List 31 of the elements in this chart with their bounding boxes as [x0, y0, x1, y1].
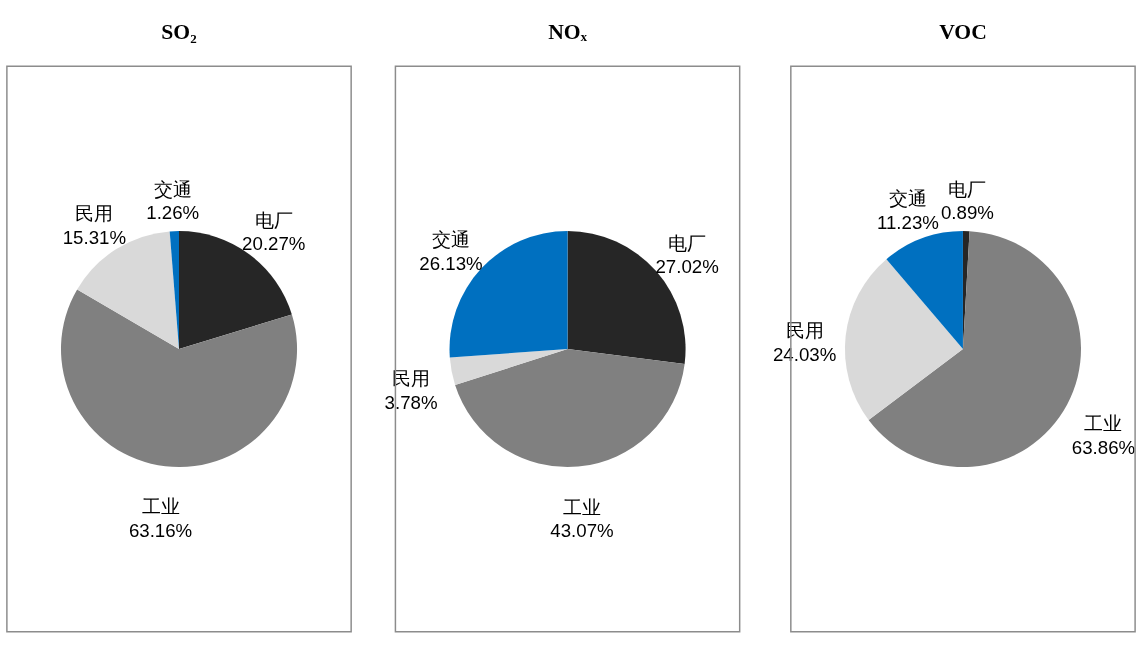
slice-label: 交通	[153, 178, 192, 200]
data-label: 63.86%	[1071, 436, 1136, 458]
slice-label: 交通	[888, 188, 927, 210]
slice-label: 民用	[75, 202, 114, 224]
slice-label: 电厂	[948, 178, 987, 200]
data-label: 20.27%	[242, 233, 306, 255]
slice-label: 电厂	[254, 209, 293, 231]
data-label: 3.78%	[384, 391, 438, 413]
chart-title: VOC	[939, 19, 987, 44]
data-label: 1.26%	[146, 202, 200, 224]
slice-label: 工业	[563, 496, 601, 518]
data-label: 43.07%	[550, 520, 614, 542]
slice-label: 交通	[431, 229, 470, 251]
chart-title: SO₂	[161, 19, 197, 44]
data-label: 63.16%	[128, 519, 193, 541]
pie-slice	[449, 349, 568, 385]
pie-slice	[844, 259, 963, 420]
slice-label: 工业	[141, 496, 180, 518]
chart-title: NOₓ	[548, 19, 588, 44]
data-label: 24.03%	[772, 343, 837, 365]
data-label: 0.89%	[940, 202, 994, 224]
pie-slice	[455, 349, 685, 468]
data-label: 26.13%	[419, 252, 483, 274]
pie-slice	[61, 289, 297, 467]
slice-label: 工业	[1084, 413, 1123, 435]
data-label: 11.23%	[876, 212, 939, 234]
slice-label: 电厂	[668, 232, 707, 254]
data-label: 15.31%	[62, 226, 127, 248]
pie-slice	[886, 231, 963, 350]
data-label: 27.02%	[655, 256, 719, 278]
slice-label: 民用	[785, 320, 824, 342]
